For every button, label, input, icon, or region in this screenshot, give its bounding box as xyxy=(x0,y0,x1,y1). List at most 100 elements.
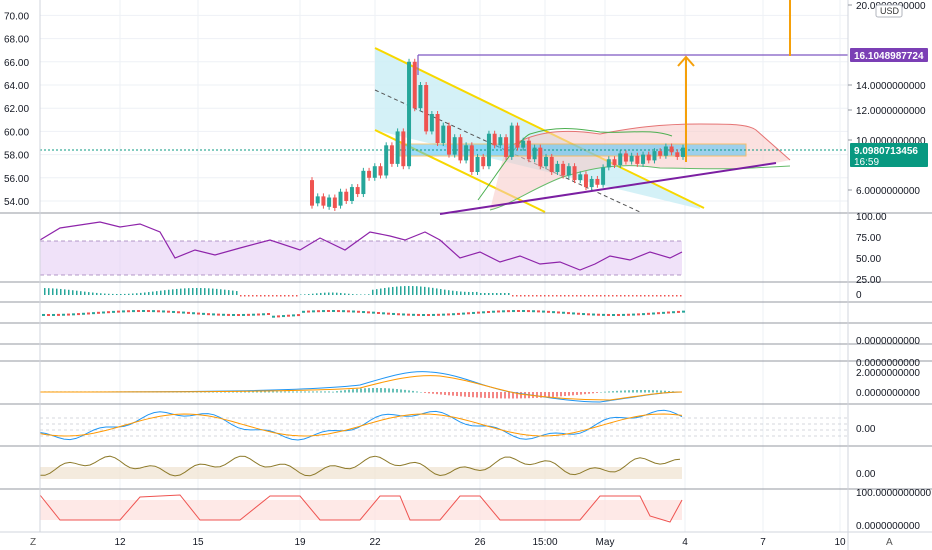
histogram-bar xyxy=(432,287,434,295)
macd-bar xyxy=(460,392,462,397)
indicator-dot xyxy=(367,311,370,314)
candle-body xyxy=(538,147,543,167)
histogram-bar xyxy=(152,291,154,295)
indicator-dot xyxy=(547,310,550,313)
histogram-bar xyxy=(660,295,662,297)
indicator-dot xyxy=(67,313,70,316)
macd-bar xyxy=(316,391,318,393)
indicator-dot xyxy=(327,310,330,313)
indicator-dot xyxy=(492,310,495,313)
histogram-bar xyxy=(512,295,514,297)
histogram-bar xyxy=(436,288,438,295)
histogram-bar xyxy=(132,293,134,295)
histogram-bar xyxy=(284,295,286,297)
candle-body xyxy=(344,191,349,201)
indicator-dot xyxy=(377,312,380,315)
indicator-dot xyxy=(152,310,155,313)
macd-bar xyxy=(632,390,634,393)
candle-body xyxy=(681,147,685,157)
histogram-bar xyxy=(584,295,586,297)
macd-bar xyxy=(472,392,474,398)
histogram-bar xyxy=(108,293,110,295)
candle-body xyxy=(498,137,503,146)
candle-body xyxy=(663,146,668,156)
macd-bar xyxy=(604,391,606,393)
indicator-dot xyxy=(162,310,165,313)
indicator-dot xyxy=(397,313,400,316)
macd-bar xyxy=(440,392,442,395)
macd-bar xyxy=(468,392,470,397)
target-price-tag[interactable]: 16.1048987724 xyxy=(850,48,928,62)
histogram-bar xyxy=(104,293,106,295)
histogram-bar xyxy=(596,295,598,297)
histogram-bar xyxy=(296,295,298,297)
candle-body xyxy=(526,140,531,160)
macd-bar xyxy=(300,391,302,393)
macd-bar xyxy=(504,392,506,399)
indicator-dot xyxy=(262,313,265,316)
histogram-bar xyxy=(280,295,282,297)
time-axis[interactable]: 12 15 19 22 26 15:00 May 4 7 10 xyxy=(114,537,846,548)
candle-body xyxy=(458,137,463,161)
macd-bar xyxy=(640,390,642,393)
histogram-bar xyxy=(176,288,178,295)
macd-bar xyxy=(276,391,278,393)
current-price-tag[interactable]: 9.0980713456 16:59 xyxy=(850,143,928,168)
histogram-bar xyxy=(612,295,614,297)
histogram-bar xyxy=(188,288,190,295)
histogram-bar xyxy=(148,292,150,295)
histogram-bar xyxy=(552,295,554,297)
macd-bar xyxy=(368,388,370,393)
indicator-dot xyxy=(577,312,580,315)
candle-body xyxy=(481,156,486,167)
indicator-dot xyxy=(107,311,110,314)
candle-body xyxy=(641,154,646,164)
indicator-dot xyxy=(302,310,305,313)
macd-bar xyxy=(280,391,282,393)
macd-bar xyxy=(496,392,498,399)
support-trendline[interactable] xyxy=(439,162,777,215)
macd-bar xyxy=(480,392,482,398)
indicator-dot xyxy=(227,313,230,316)
macd-bar xyxy=(448,392,450,396)
histogram-bar xyxy=(248,295,250,297)
indicator-dot xyxy=(267,313,270,316)
left-price-axis[interactable]: 70.00 68.00 66.00 64.00 62.00 60.00 58.00 56.00… xyxy=(4,11,29,208)
indicator-dot xyxy=(277,315,280,318)
macd-bar xyxy=(344,390,346,393)
left-axis-tick: 54.00 xyxy=(4,197,29,208)
currency-badge[interactable]: USD xyxy=(875,4,903,18)
histogram-bar xyxy=(628,295,630,297)
indicator-dot xyxy=(222,313,225,316)
indicator-dot xyxy=(357,310,360,313)
histogram-bar xyxy=(236,291,238,295)
histogram-bar xyxy=(44,288,46,295)
macd-bar xyxy=(336,391,338,393)
indicator-dot xyxy=(317,310,320,313)
time-axis-tick: 15 xyxy=(192,537,204,548)
zoom-button-z[interactable]: Z xyxy=(30,537,36,548)
macd-bar xyxy=(616,390,618,393)
indicator-dot xyxy=(412,313,415,316)
indicator-dot xyxy=(192,312,195,315)
histogram-bar xyxy=(88,292,90,295)
candle-body xyxy=(675,152,680,157)
macd-bar xyxy=(296,391,298,393)
indicator-dot xyxy=(552,311,555,314)
histogram-bar xyxy=(224,289,226,295)
macd-bar xyxy=(272,391,274,393)
histogram-bar xyxy=(620,295,622,297)
rsi-line xyxy=(39,221,683,271)
candle-body xyxy=(418,85,423,109)
macd-bar xyxy=(216,391,218,393)
histogram-bar xyxy=(496,293,498,295)
histogram-bar xyxy=(472,291,474,295)
indicator-dot xyxy=(297,314,300,317)
histogram-bar xyxy=(532,295,534,297)
indicator-dot xyxy=(437,313,440,316)
histogram-bar xyxy=(316,293,318,295)
auto-scale-button[interactable]: A xyxy=(886,537,893,548)
indicator-dot xyxy=(432,313,435,316)
macd-bar xyxy=(588,392,590,394)
